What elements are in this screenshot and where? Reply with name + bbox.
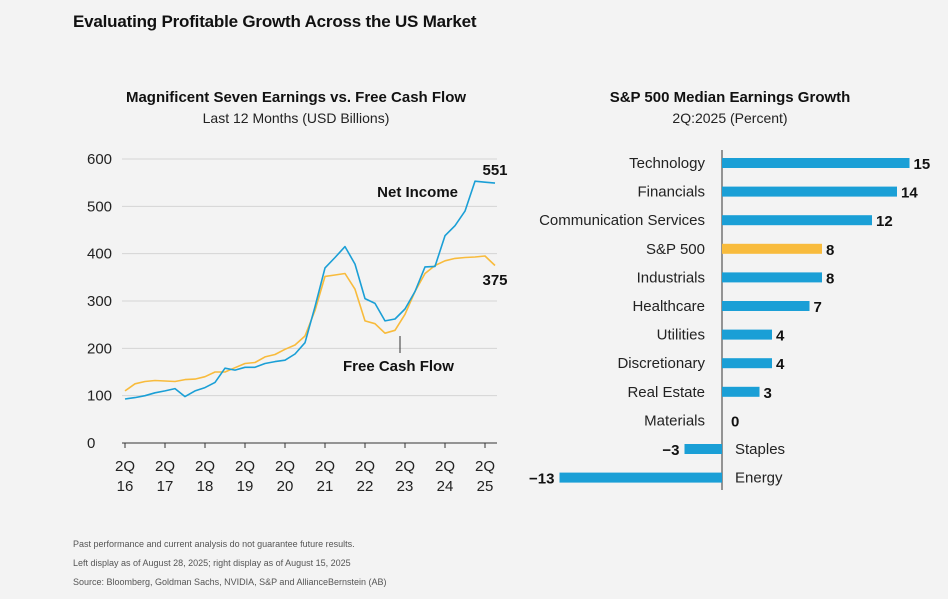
x-tick-label-year: 24 [437,478,454,495]
bar-value-label: 4 [776,328,785,345]
bar-chart-subtitle: 2Q:2025 (Percent) [672,110,787,126]
x-tick-label-quarter: 2Q [475,458,495,475]
bar-value-label: 8 [826,270,834,287]
bar-value-label: 3 [764,385,772,402]
y-tick-label: 300 [87,293,112,310]
net-income-end-value: 551 [482,162,507,179]
bar-value-label: 12 [876,213,893,230]
category-label: Materials [644,412,705,429]
category-label: Healthcare [632,298,705,315]
bar [722,186,897,197]
x-tick-label-quarter: 2Q [355,458,375,475]
bar [559,472,722,483]
y-tick-label: 100 [87,388,112,405]
free-cash-flow-end-value: 375 [482,272,507,289]
bar-value-label: 0 [731,413,739,430]
bar [722,386,760,397]
bar [722,358,772,369]
x-tick-label-year: 22 [357,478,374,495]
line-chart-axes: 0 100 200 300 400 500 600 2Q 16 2Q 17 2Q 18 2Q 19 2Q 20 2… [87,151,497,495]
category-label: Utilities [657,327,705,344]
footnotes: Past performance and current analysis do… [73,535,387,592]
bar-value-label: 7 [814,299,822,316]
footnote-disclaimer: Past performance and current analysis do… [73,539,355,549]
bar-value-label: 15 [914,156,931,173]
bar-value-label: −13 [529,471,554,488]
footnote-source: Source: Bloomberg, Goldman Sachs, NVIDIA… [73,577,387,587]
x-tick-label-year: 18 [197,478,214,495]
bar [722,329,772,340]
footnote-dates: Left display as of August 28, 2025; righ… [73,558,351,568]
bar-chart-bars: Technology 15 Financials 14 Communication Se… [529,150,930,490]
category-label: Energy [735,470,783,487]
line-chart-series [124,180,496,400]
category-label: S&P 500 [646,241,705,258]
charts-canvas: Magnificent Seven Earnings vs. Free Cash… [87,89,930,495]
bar [684,444,722,454]
x-tick-label-quarter: 2Q [275,458,295,475]
x-tick-label-year: 25 [477,478,494,495]
bar-value-label: 4 [776,356,785,373]
x-tick-label-quarter: 2Q [155,458,175,475]
bar-value-label: −3 [662,442,679,459]
bar [722,272,822,283]
x-tick-label-year: 17 [157,478,174,495]
x-tick-label-year: 19 [237,478,254,495]
category-label: Financials [637,184,705,201]
line-chart-subtitle: Last 12 Months (USD Billions) [203,110,390,126]
y-tick-label: 200 [87,340,112,357]
free-cash-flow-label: Free Cash Flow [343,358,454,375]
bar [722,301,810,311]
bar [722,243,822,254]
bar [722,215,872,226]
bar-value-label: 8 [826,242,834,259]
y-tick-label: 0 [87,435,95,452]
category-label: Technology [629,155,705,172]
x-tick-label-year: 23 [397,478,414,495]
x-tick-label-year: 20 [277,478,294,495]
x-tick-label-quarter: 2Q [315,458,335,475]
y-tick-label: 600 [87,151,112,168]
bar-chart-title: S&P 500 Median Earnings Growth [610,89,851,106]
page-title: Evaluating Profitable Growth Across the … [73,12,477,31]
x-tick-label-year: 21 [317,478,334,495]
y-tick-label: 500 [87,198,112,215]
y-tick-label: 400 [87,246,112,263]
bar [722,158,910,168]
bar-value-label: 14 [901,185,918,202]
net-income-label: Net Income [377,184,458,201]
category-label: Discretionary [617,355,705,372]
line-chart-gridlines [122,158,497,397]
x-tick-label-quarter: 2Q [195,458,215,475]
x-tick-label-quarter: 2Q [435,458,455,475]
x-tick-label-year: 16 [117,478,134,495]
category-label: Real Estate [627,384,705,401]
category-label: Industrials [637,269,705,286]
net-income-line [124,180,496,400]
line-chart-title: Magnificent Seven Earnings vs. Free Cash… [126,89,466,106]
x-tick-label-quarter: 2Q [235,458,255,475]
x-tick-label-quarter: 2Q [395,458,415,475]
x-tick-label-quarter: 2Q [115,458,135,475]
category-label: Staples [735,441,785,458]
category-label: Communication Services [539,212,705,229]
